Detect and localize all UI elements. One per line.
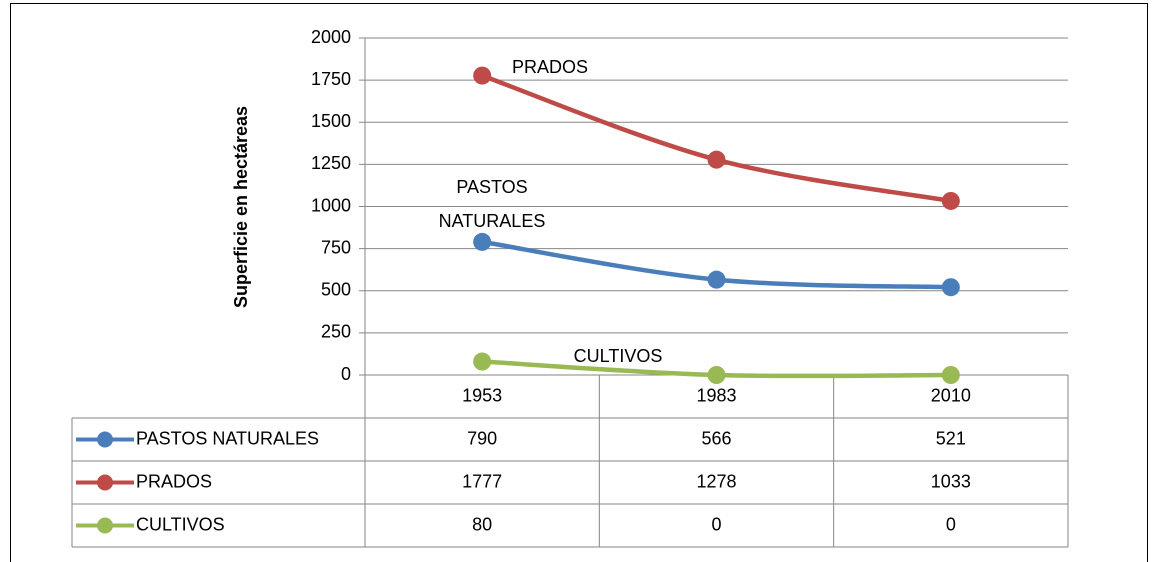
- table-cell: 0: [946, 514, 956, 534]
- table-cell: 1278: [696, 471, 736, 491]
- table-cell: 0: [711, 514, 721, 534]
- y-tick-label: 500: [321, 280, 351, 300]
- x-tick-label: 2010: [931, 385, 971, 405]
- annotation: CULTIVOS: [574, 346, 663, 366]
- y-tick-label: 750: [321, 237, 351, 257]
- data-point: [941, 191, 960, 210]
- y-axis-label: Superficie en hectáreas: [231, 106, 251, 308]
- y-tick-label: 1500: [311, 111, 351, 131]
- table-cell: 80: [472, 514, 492, 534]
- table-cell: 566: [701, 428, 731, 448]
- data-point: [941, 366, 960, 384]
- x-tick-label: 1953: [462, 385, 502, 405]
- x-tick-label: 1983: [696, 385, 736, 405]
- table-cell: 521: [936, 428, 966, 448]
- table-cell: 1033: [931, 471, 971, 491]
- legend-marker: [97, 517, 113, 534]
- legend-marker: [97, 431, 113, 448]
- annotation: PRADOS: [512, 57, 588, 77]
- data-point: [707, 270, 726, 289]
- data-point: [473, 232, 492, 251]
- table-cell: 790: [467, 428, 497, 448]
- data-point: [707, 150, 726, 169]
- y-tick-label: 1000: [311, 195, 351, 215]
- legend-marker: [97, 474, 113, 491]
- data-point: [473, 352, 492, 371]
- legend-label: CULTIVOS: [136, 514, 225, 534]
- annotation: NATURALES: [439, 211, 546, 231]
- y-tick-label: 0: [341, 364, 351, 384]
- data-point: [707, 366, 726, 384]
- table-cell: 1777: [462, 471, 502, 491]
- legend-label: PASTOS NATURALES: [136, 428, 319, 448]
- y-tick-label: 2000: [311, 27, 351, 47]
- legend-label: PRADOS: [136, 471, 212, 491]
- data-point: [941, 278, 960, 297]
- y-tick-label: 1750: [311, 69, 351, 89]
- data-point: [473, 66, 492, 85]
- y-tick-label: 1250: [311, 153, 351, 173]
- annotation: PASTOS: [456, 177, 527, 197]
- y-tick-label: 250: [321, 322, 351, 342]
